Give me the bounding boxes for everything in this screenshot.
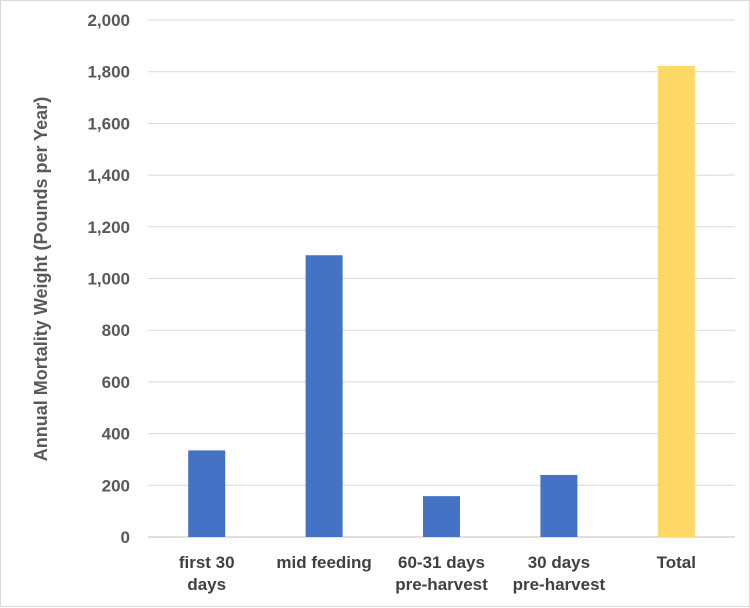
x-category-label: Total [657, 553, 696, 572]
x-category-label: 60-31 days pre-harvest [395, 553, 488, 594]
x-category-label-line: pre-harvest [395, 575, 488, 594]
x-category-label-line: 30 days [528, 553, 590, 572]
y-tick-label: 1,400 [87, 166, 130, 185]
x-category-labels: first 30 days mid feeding 60-31 days pre-har… [179, 553, 696, 594]
x-category-label-line: mid feeding [276, 553, 371, 572]
x-category-label-line: Total [657, 553, 696, 572]
bar [188, 450, 226, 537]
y-tick-label: 400 [102, 425, 130, 444]
y-tick-label: 1,000 [87, 270, 130, 289]
y-tick-label: 600 [102, 373, 130, 392]
y-tick-label: 1,800 [87, 63, 130, 82]
x-category-label-line: days [187, 575, 226, 594]
x-category-label-line: 60-31 days [398, 553, 485, 572]
x-category-label-line: first 30 [179, 553, 235, 572]
bar [540, 474, 578, 537]
y-tick-label: 200 [102, 476, 130, 495]
y-tick-label: 2,000 [87, 11, 130, 30]
bar [657, 66, 695, 537]
gridlines [148, 19, 735, 538]
y-tick-label: 1,200 [87, 218, 130, 237]
bar [305, 255, 343, 538]
x-category-label: 30 days pre-harvest [513, 553, 606, 594]
y-tick-label: 1,600 [87, 114, 130, 133]
bar [423, 496, 460, 537]
x-category-label: mid feeding [276, 553, 371, 572]
x-category-label: first 30 days [179, 553, 235, 594]
y-tick-labels: 0 200 400 600 800 1,000 1,200 1,400 1,600 1,800 2,… [87, 11, 130, 547]
x-category-label-line: pre-harvest [513, 575, 606, 594]
y-tick-label: 800 [102, 321, 130, 340]
bars [188, 66, 695, 538]
y-tick-label: 0 [121, 528, 130, 547]
y-axis-title: Annual Mortality Weight (Pounds per Year… [31, 97, 51, 461]
